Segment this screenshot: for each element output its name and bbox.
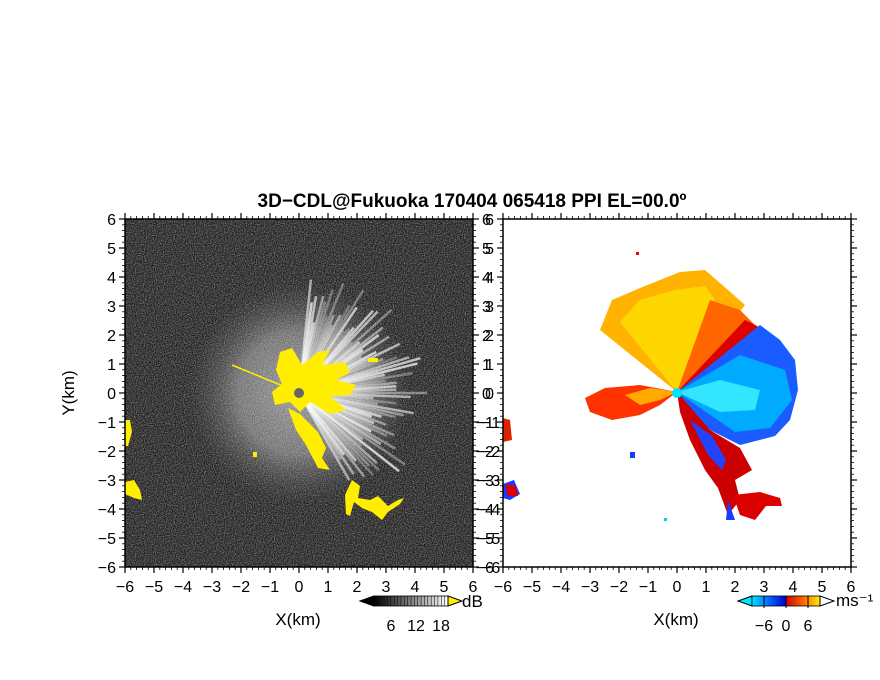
db-colorbar: 6 12 18 dB — [358, 592, 483, 635]
y-tick-label: −6 — [98, 560, 116, 577]
y-tick-label: 5 — [482, 241, 491, 258]
velocity-colorbar-unit: ms⁻¹ — [836, 591, 874, 610]
x-tick-label: 0 — [295, 579, 304, 596]
y-tick-label: 6 — [485, 212, 494, 229]
echo-ray — [298, 392, 400, 473]
x-tick-label: 5 — [440, 579, 449, 596]
y-tick-label: 3 — [107, 299, 116, 316]
radar-site-marker-right — [672, 388, 682, 398]
x-tick-label: 6 — [469, 579, 478, 596]
y-tick-label: 0 — [485, 386, 494, 403]
y-tick-label: 2 — [485, 328, 494, 345]
y-tick-label: −1 — [476, 415, 494, 432]
y-tick-label: −1 — [98, 415, 116, 432]
echo-ray — [298, 392, 380, 472]
signal-intensity-panel: −6 −5 −4 −3 −2 −1 0 1 2 3 4 5 66 65 54 43 32 21 10 0−1 −1−2−… — [59, 212, 500, 629]
x-tick-label: −6 — [116, 579, 134, 596]
x-tick-label: 3 — [382, 579, 391, 596]
x-tick-label: −1 — [261, 579, 279, 596]
db-colorbar-tick: 6 — [387, 618, 396, 635]
y-tick-label: −2 — [476, 444, 494, 461]
x-tick-label: 4 — [789, 579, 798, 596]
x-tick-label: 6 — [847, 579, 856, 596]
y-tick-label: 2 — [107, 328, 116, 345]
y-tick-label: 2 — [482, 328, 491, 345]
x-tick-label: −5 — [523, 579, 541, 596]
y-tick-label: 4 — [107, 270, 116, 287]
x-tick-label: 1 — [702, 579, 711, 596]
y-tick-label: −2 — [98, 444, 116, 461]
x-tick-label: −1 — [639, 579, 657, 596]
velocity-colorbar-tick: 0 — [782, 618, 791, 635]
y-tick-label: 1 — [482, 357, 491, 374]
velocity-field — [503, 252, 798, 521]
y-tick-label: −5 — [98, 531, 116, 548]
y-tick-label: −4 — [476, 502, 494, 519]
x-tick-label: −2 — [610, 579, 628, 596]
x-tick-label: −4 — [552, 579, 570, 596]
velocity-colorbar: −6 0 6 ms⁻¹ — [736, 591, 874, 635]
y-tick-label: 6 — [107, 212, 116, 229]
y-tick-label: −5 — [476, 531, 494, 548]
y-tick-label: −2 — [482, 444, 500, 461]
right-x-axis-label: X(km) — [653, 610, 698, 629]
x-tick-label: 2 — [731, 579, 740, 596]
y-tick-label: 4 — [485, 270, 494, 287]
db-colorbar-tick: 12 — [407, 618, 425, 635]
y-tick-label: −1 — [482, 415, 500, 432]
x-tick-label: −6 — [494, 579, 512, 596]
y-tick-label: 4 — [482, 270, 491, 287]
y-tick-label: 3 — [482, 299, 491, 316]
y-tick-label: −6 — [482, 560, 500, 577]
y-tick-label: 5 — [107, 241, 116, 258]
x-tick-label: −3 — [203, 579, 221, 596]
left-y-axis-label: Y(km) — [59, 370, 78, 415]
y-tick-label: −5 — [482, 531, 500, 548]
db-colorbar-tick: 18 — [432, 618, 450, 635]
x-tick-label: −2 — [232, 579, 250, 596]
left-x-axis-label: X(km) — [275, 610, 320, 629]
db-colorbar-unit: dB — [462, 592, 483, 611]
doppler-velocity-panel: −6 −5 −4 −3 −2 −1 0 1 2 3 4 5 6 6 5 4 3 2 1 0 −1 −2 −3 −4 −5 −6 X… — [476, 212, 857, 629]
y-tick-label: −3 — [98, 473, 116, 490]
x-tick-label: 2 — [353, 579, 362, 596]
chart-title: 3D−CDL@Fukuoka 170404 065418 PPI EL=00.0… — [258, 191, 687, 212]
y-tick-label: −3 — [476, 473, 494, 490]
y-tick-label: −6 — [476, 560, 494, 577]
radar-site-marker-left — [294, 388, 304, 398]
left-axis-ticks: −6 −5 −4 −3 −2 −1 0 1 2 3 4 5 66 65 54 43 32 21 10 0−1 −1−2−… — [98, 212, 501, 596]
y-tick-label: 0 — [482, 386, 491, 403]
right-axis-ticks: −6 −5 −4 −3 −2 −1 0 1 2 3 4 5 6 6 5 4 3 2 1 0 −1 −2 −3 −4 −5 −6 — [476, 212, 857, 596]
velocity-colorbar-tick: 6 — [804, 618, 813, 635]
x-tick-label: 1 — [324, 579, 333, 596]
velocity-colorbar-tick: −6 — [755, 618, 773, 635]
x-tick-label: 0 — [673, 579, 682, 596]
y-tick-label: 6 — [482, 212, 491, 229]
x-tick-label: −5 — [145, 579, 163, 596]
ray-line — [231, 364, 301, 394]
y-tick-label: 1 — [485, 357, 494, 374]
y-tick-label: −4 — [482, 502, 500, 519]
x-tick-label: 5 — [818, 579, 827, 596]
echo-ray — [298, 392, 374, 476]
x-tick-label: 4 — [411, 579, 420, 596]
high-echo-regions — [125, 348, 404, 520]
y-tick-label: 3 — [485, 299, 494, 316]
x-tick-label: −4 — [174, 579, 192, 596]
y-tick-label: 1 — [107, 357, 116, 374]
y-tick-label: 0 — [107, 386, 116, 403]
x-tick-label: 3 — [760, 579, 769, 596]
x-tick-label: −3 — [581, 579, 599, 596]
y-tick-label: −4 — [98, 502, 116, 519]
echo-ray — [298, 392, 357, 462]
y-tick-label: 5 — [485, 241, 494, 258]
y-tick-label: −3 — [482, 473, 500, 490]
echo-ray — [298, 392, 371, 467]
